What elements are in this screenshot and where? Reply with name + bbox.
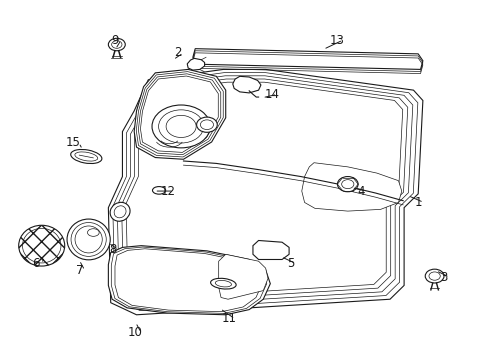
Ellipse shape bbox=[71, 149, 102, 163]
Circle shape bbox=[196, 117, 217, 132]
Polygon shape bbox=[252, 240, 288, 260]
Text: 3: 3 bbox=[439, 271, 447, 284]
Polygon shape bbox=[108, 246, 270, 315]
Ellipse shape bbox=[19, 225, 64, 266]
Polygon shape bbox=[192, 49, 422, 69]
Polygon shape bbox=[218, 254, 267, 299]
Ellipse shape bbox=[71, 222, 106, 256]
Text: 6: 6 bbox=[32, 257, 39, 270]
Polygon shape bbox=[232, 76, 261, 93]
Polygon shape bbox=[134, 69, 225, 159]
Text: 2: 2 bbox=[174, 46, 181, 59]
Text: 15: 15 bbox=[65, 136, 81, 149]
Circle shape bbox=[341, 180, 353, 189]
Ellipse shape bbox=[210, 278, 236, 289]
Circle shape bbox=[108, 38, 125, 51]
Text: 9: 9 bbox=[111, 33, 119, 46]
Text: 4: 4 bbox=[356, 185, 364, 198]
Polygon shape bbox=[187, 58, 204, 70]
Text: 10: 10 bbox=[128, 326, 142, 339]
Text: 12: 12 bbox=[161, 185, 176, 198]
Text: 13: 13 bbox=[329, 33, 344, 46]
Polygon shape bbox=[301, 163, 401, 211]
Text: 11: 11 bbox=[222, 312, 237, 325]
Polygon shape bbox=[108, 69, 422, 315]
Circle shape bbox=[425, 269, 443, 283]
Text: 14: 14 bbox=[264, 88, 279, 101]
Text: 8: 8 bbox=[109, 243, 117, 256]
Text: 5: 5 bbox=[286, 257, 294, 270]
Ellipse shape bbox=[67, 219, 110, 260]
Circle shape bbox=[337, 176, 357, 192]
Text: 1: 1 bbox=[414, 196, 421, 209]
Circle shape bbox=[152, 105, 210, 148]
Ellipse shape bbox=[110, 202, 130, 221]
Text: 7: 7 bbox=[75, 264, 83, 277]
